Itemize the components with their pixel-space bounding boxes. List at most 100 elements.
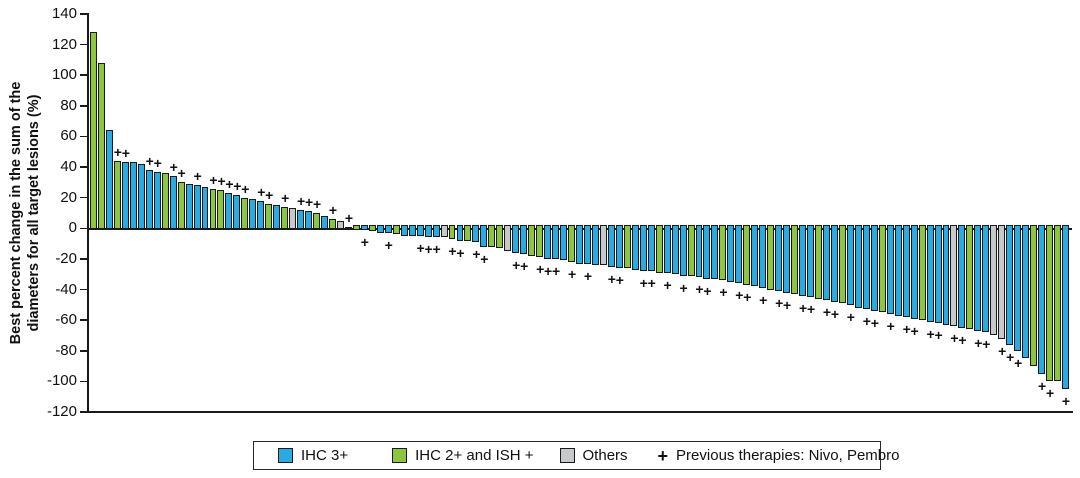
bar (783, 225, 791, 293)
previous-therapy-plus-marker: + (344, 209, 354, 226)
legend-item-others: Others (559, 447, 628, 464)
bar (719, 225, 727, 281)
y-tick-label: 40 (60, 158, 77, 176)
bar (241, 197, 249, 230)
y-tick-label: 20 (60, 188, 77, 206)
bar (870, 225, 878, 311)
previous-therapy-plus-marker: + (974, 334, 983, 351)
bar (1054, 225, 1062, 382)
y-axis-tick (80, 74, 87, 77)
previous-therapy-plus-marker: + (281, 189, 290, 206)
previous-therapy-plus-marker: + (958, 331, 967, 348)
previous-therapy-plus-marker: + (615, 272, 624, 289)
bar (145, 170, 153, 230)
y-tick-label: 120 (51, 35, 77, 53)
previous-therapy-plus-marker: + (1061, 393, 1071, 410)
previous-therapy-plus-marker: + (1038, 377, 1047, 394)
bar (775, 225, 783, 292)
previous-therapy-plus-marker: + (647, 275, 656, 292)
bar (329, 219, 336, 230)
bar (193, 185, 201, 230)
previous-therapy-plus-marker: + (703, 282, 712, 299)
bar (942, 225, 950, 325)
bar (974, 225, 982, 331)
bar (918, 225, 926, 321)
bar (416, 225, 424, 236)
previous-therapy-plus-marker: + (910, 322, 919, 339)
y-axis-tick (80, 349, 87, 352)
bar (623, 225, 631, 269)
y-tick-label: -40 (55, 280, 77, 298)
y-tick-label: -20 (55, 249, 77, 267)
bar (233, 194, 241, 230)
previous-therapy-plus-marker: + (982, 336, 991, 353)
bar (576, 225, 583, 264)
bar (344, 226, 352, 230)
bar (823, 225, 830, 301)
previous-therapy-plus-marker: + (775, 295, 784, 312)
bar (703, 225, 711, 279)
bar (1022, 225, 1030, 359)
bar (129, 162, 137, 230)
previous-therapy-plus-marker: + (225, 176, 234, 193)
bar (217, 190, 225, 230)
bar (560, 225, 568, 261)
bar (305, 211, 313, 230)
y-tick-label: -120 (46, 403, 77, 420)
bar (791, 225, 799, 295)
y-tick-label: 60 (60, 127, 77, 145)
previous-therapy-plus-marker: + (384, 236, 393, 253)
previous-therapy-plus-marker: + (1006, 348, 1015, 365)
bar (799, 225, 807, 296)
previous-therapy-plus-marker: + (934, 327, 943, 344)
bar (615, 225, 623, 269)
previous-therapy-plus-marker: + (862, 313, 871, 330)
bar (751, 225, 759, 287)
bar (97, 62, 105, 230)
y-axis-title-line1: Best percent change in the sum of the (8, 81, 24, 345)
bar (201, 186, 209, 230)
bar (552, 225, 560, 259)
previous-therapy-plus-marker: + (583, 267, 593, 284)
bar (376, 225, 384, 233)
legend-label-ihc2-ish: IHC 2+ and ISH + (415, 447, 534, 464)
bar (209, 188, 217, 230)
bar (735, 225, 743, 284)
bar (583, 225, 591, 264)
previous-therapy-plus-marker: + (544, 262, 553, 279)
previous-therapy-plus-marker: + (312, 196, 322, 212)
previous-therapy-plus-marker: + (265, 186, 274, 203)
bar (639, 225, 647, 272)
previous-therapy-plus-marker: + (846, 308, 855, 325)
bar (711, 225, 719, 279)
legend-item-previous-therapies: + Previous therapies: Nivo, Pembro (658, 447, 900, 465)
previous-therapy-plus-marker: + (416, 239, 425, 256)
previous-therapy-plus-marker: + (169, 159, 178, 176)
y-tick-label: -60 (55, 311, 77, 329)
bar (368, 225, 376, 232)
y-axis-line (87, 13, 89, 413)
bar (743, 225, 751, 285)
previous-therapy-plus-marker: + (305, 194, 314, 211)
previous-therapy-plus-marker: + (153, 154, 162, 171)
previous-therapy-plus-marker: + (870, 314, 879, 331)
y-axis-tick (80, 258, 87, 260)
previous-therapy-plus-marker: + (512, 256, 521, 273)
bar (384, 225, 392, 233)
bar (336, 220, 344, 230)
bar (400, 225, 408, 236)
previous-therapy-plus-marker: + (830, 305, 840, 322)
y-axis-tick (80, 166, 87, 168)
bar (1046, 225, 1054, 382)
previous-therapy-plus-marker: + (695, 281, 704, 298)
bar (982, 225, 990, 333)
bar (504, 225, 512, 252)
bar (289, 208, 297, 230)
y-tick-label: 80 (60, 96, 77, 114)
legend-item-ihc2-ish: IHC 2+ and ISH + (392, 447, 534, 464)
bar (448, 225, 456, 239)
bar (631, 225, 639, 270)
y-tick-label: 0 (68, 219, 77, 237)
bar (520, 225, 528, 255)
